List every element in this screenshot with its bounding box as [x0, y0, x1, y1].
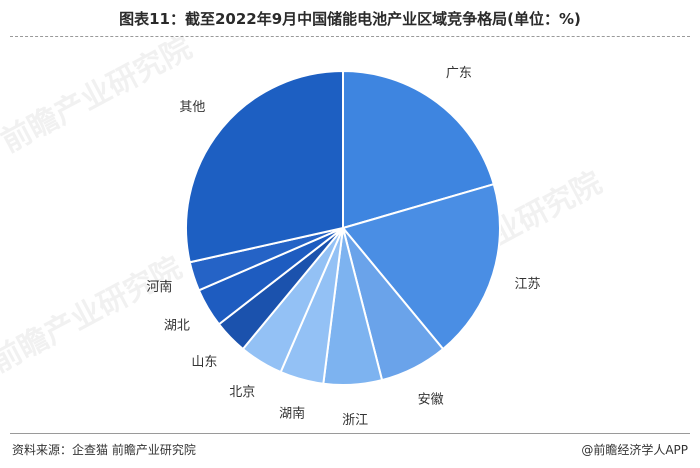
footer-divider — [10, 433, 690, 434]
slice-label: 其他 — [179, 100, 205, 115]
pie-slice-1 — [341, 182, 501, 351]
slice-label: 北京 — [229, 385, 255, 400]
brand-credit: @前瞻经济学人APP — [581, 443, 688, 457]
slice-label: 湖南 — [279, 406, 305, 422]
slice-label: 安徽 — [418, 393, 444, 408]
title-divider — [10, 36, 690, 37]
slice-label: 广东 — [446, 66, 472, 81]
slice-label: 河南 — [146, 279, 172, 295]
slice-label: 江苏 — [514, 276, 540, 292]
chart-title: 图表11：截至2022年9月中国储能电池产业区域竞争格局(单位：%) — [119, 10, 581, 28]
pie-slice-0 — [342, 69, 496, 230]
source-note: 资料来源：企查猫 前瞻产业研究院 — [12, 443, 196, 457]
slice-label: 浙江 — [342, 413, 368, 428]
pie-slice-9 — [185, 69, 344, 264]
slice-label: 湖北 — [164, 319, 190, 334]
slice-label: 山东 — [191, 355, 217, 370]
